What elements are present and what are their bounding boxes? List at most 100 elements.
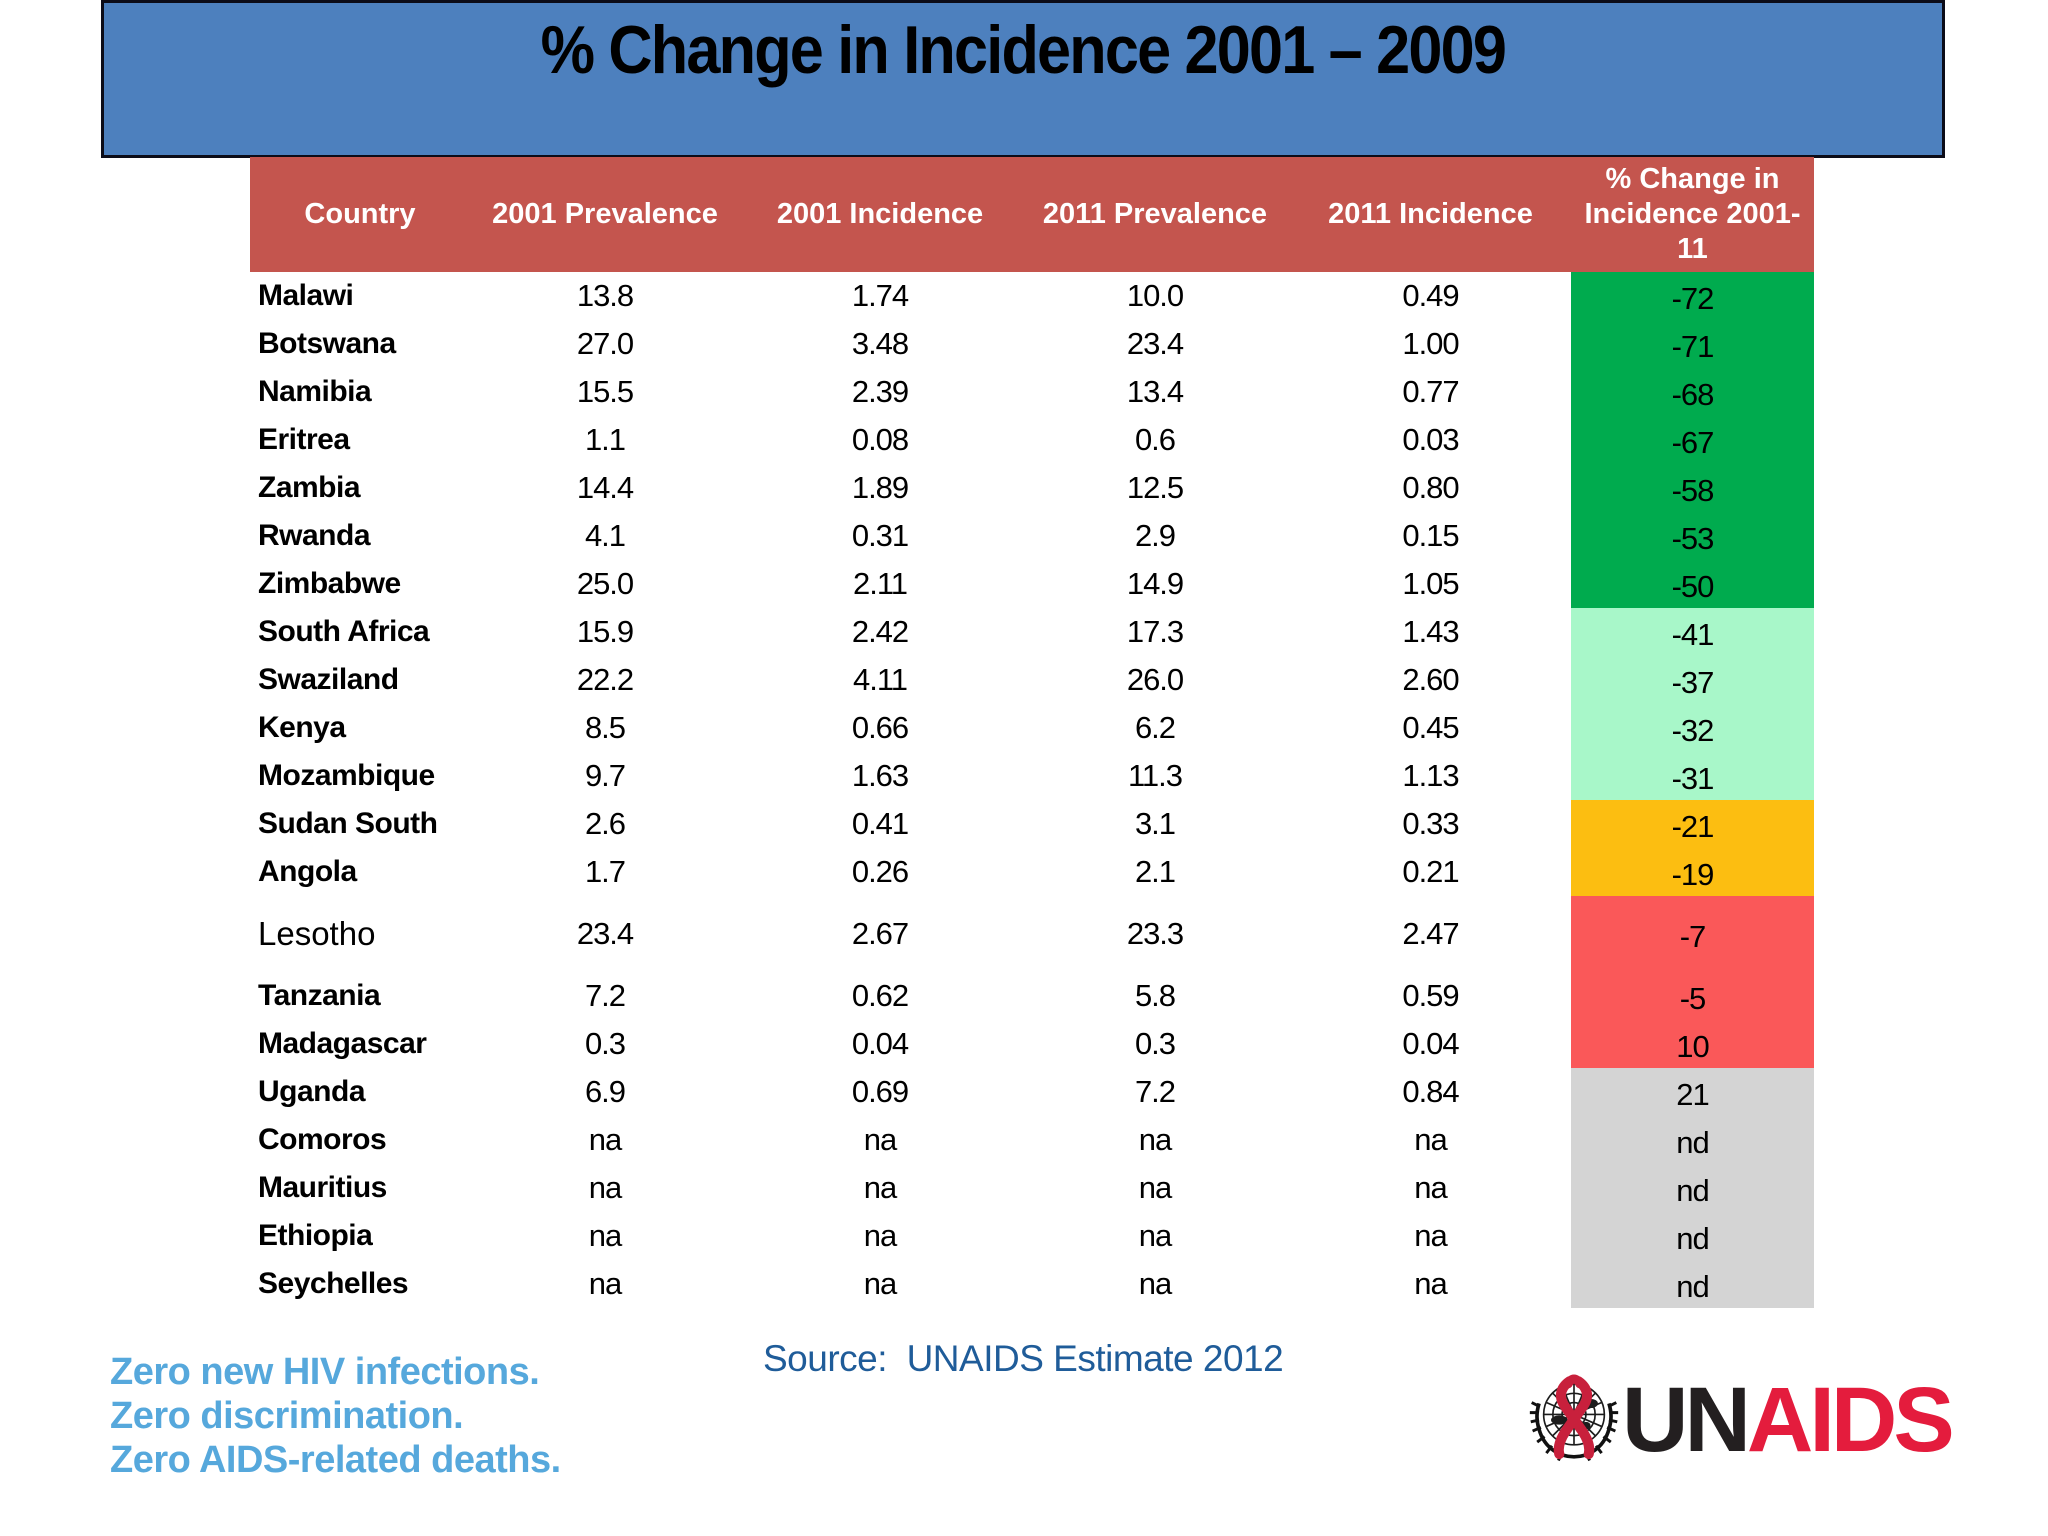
incidence-2011-cell: 0.21 bbox=[1402, 854, 1459, 889]
incidence-2011-cell: 0.15 bbox=[1402, 518, 1459, 553]
incidence-2001-cell: 0.69 bbox=[851, 1074, 909, 1109]
incidence-2001-cell: 2.42 bbox=[851, 614, 909, 649]
incidence-2001-cell: 1.89 bbox=[851, 470, 909, 505]
change-cell: nd bbox=[1571, 1164, 1814, 1212]
incidence-2011-cell: 0.49 bbox=[1402, 278, 1459, 313]
unaids-wordmark-aids: AIDS bbox=[1746, 1369, 1955, 1471]
prevalence-2011-cell: na bbox=[1138, 1218, 1172, 1253]
change-cell: -53 bbox=[1571, 512, 1814, 560]
incidence-2001-cell: 0.41 bbox=[851, 806, 909, 841]
prevalence-2011-cell: 13.4 bbox=[1126, 374, 1184, 409]
prevalence-2011-cell: 3.1 bbox=[1134, 806, 1176, 841]
country-cell: South Africa bbox=[258, 615, 430, 648]
table-row: Zambia 14.4 1.89 12.5 0.80 -58 bbox=[250, 464, 1814, 512]
table-header-row: Country 2001 Prevalence 2001 Incidence 2… bbox=[250, 157, 1814, 272]
country-cell: Swaziland bbox=[258, 663, 399, 696]
prevalence-2001-cell: 2.6 bbox=[584, 806, 626, 841]
change-cell: -67 bbox=[1571, 416, 1814, 464]
incidence-2011-cell: 0.77 bbox=[1402, 374, 1459, 409]
table-row: Malawi 13.8 1.74 10.0 0.49 -72 bbox=[250, 272, 1814, 320]
prevalence-2011-cell: 11.3 bbox=[1127, 758, 1183, 793]
tagline-line-3: Zero AIDS-related deaths. bbox=[110, 1439, 561, 1481]
prevalence-2001-cell: 6.9 bbox=[584, 1074, 626, 1109]
country-cell: Mozambique bbox=[258, 759, 435, 792]
prevalence-2011-cell: 10.0 bbox=[1126, 278, 1184, 313]
incidence-2001-cell: 2.67 bbox=[851, 916, 909, 951]
incidence-2011-cell: 0.84 bbox=[1402, 1074, 1459, 1109]
table-row: Lesotho 23.4 2.67 23.3 2.47 -7 bbox=[250, 896, 1814, 972]
incidence-2011-cell: 1.43 bbox=[1402, 614, 1459, 649]
incidence-2011-cell: 2.60 bbox=[1402, 662, 1459, 697]
change-cell: -41 bbox=[1571, 608, 1814, 656]
change-cell: -7 bbox=[1571, 896, 1814, 972]
country-cell: Comoros bbox=[258, 1123, 387, 1156]
country-cell: Ethiopia bbox=[258, 1219, 373, 1252]
country-cell: Sudan South bbox=[258, 807, 438, 840]
country-cell: Kenya bbox=[258, 711, 346, 744]
prevalence-2011-cell: na bbox=[1138, 1266, 1172, 1301]
prevalence-2001-cell: 7.2 bbox=[584, 978, 626, 1013]
column-header-country: Country bbox=[304, 198, 416, 231]
change-cell: -50 bbox=[1571, 560, 1814, 608]
prevalence-2001-cell: 0.3 bbox=[584, 1026, 626, 1061]
change-cell: -71 bbox=[1571, 320, 1814, 368]
country-cell: Zambia bbox=[258, 471, 361, 504]
prevalence-2001-cell: 22.2 bbox=[576, 662, 634, 697]
unaids-wordmark-un: UN bbox=[1622, 1369, 1751, 1471]
prevalence-2011-cell: 23.4 bbox=[1126, 326, 1184, 361]
title-bar: % Change in Incidence 2001 – 2009 bbox=[101, 0, 1945, 158]
prevalence-2001-cell: 1.7 bbox=[584, 854, 626, 889]
incidence-2011-cell: na bbox=[1414, 1266, 1447, 1301]
country-cell: Seychelles bbox=[258, 1267, 409, 1300]
prevalence-2011-cell: na bbox=[1138, 1170, 1172, 1205]
country-cell: Mauritius bbox=[258, 1171, 387, 1204]
incidence-2001-cell: 3.48 bbox=[851, 326, 909, 361]
table-row: Swaziland 22.2 4.11 26.0 2.60 -37 bbox=[250, 656, 1814, 704]
table-row: Mozambique 9.7 1.63 11.3 1.13 -31 bbox=[250, 752, 1814, 800]
prevalence-2001-cell: 27.0 bbox=[576, 326, 634, 361]
change-cell: -58 bbox=[1571, 464, 1814, 512]
table-row: Zimbabwe 25.0 2.11 14.9 1.05 -50 bbox=[250, 560, 1814, 608]
country-cell: Botswana bbox=[258, 327, 396, 360]
country-cell: Angola bbox=[258, 855, 357, 888]
prevalence-2001-cell: 15.5 bbox=[576, 374, 634, 409]
change-cell: -31 bbox=[1571, 752, 1814, 800]
prevalence-2011-cell: 6.2 bbox=[1134, 710, 1176, 745]
table-row: Angola 1.7 0.26 2.1 0.21 -19 bbox=[250, 848, 1814, 896]
table-body: Malawi 13.8 1.74 10.0 0.49 -72 Botswana 27.0 3.4… bbox=[250, 272, 1814, 1308]
prevalence-2011-cell: 17.3 bbox=[1126, 614, 1184, 649]
country-cell: Uganda bbox=[258, 1075, 366, 1108]
table-row: Eritrea 1.1 0.08 0.6 0.03 -67 bbox=[250, 416, 1814, 464]
source-note: Source: UNAIDS Estimate 2012 bbox=[763, 1338, 1284, 1379]
incidence-2001-cell: na bbox=[863, 1266, 897, 1301]
prevalence-2001-cell: na bbox=[588, 1122, 622, 1157]
table-row: Botswana 27.0 3.48 23.4 1.00 -71 bbox=[250, 320, 1814, 368]
prevalence-2001-cell: na bbox=[588, 1218, 622, 1253]
change-cell: nd bbox=[1571, 1260, 1814, 1308]
incidence-2011-cell: 1.00 bbox=[1402, 326, 1459, 361]
change-cell: -68 bbox=[1571, 368, 1814, 416]
incidence-2011-cell: 1.13 bbox=[1402, 758, 1459, 793]
column-header-2011-prevalence: 2011 Prevalence bbox=[1042, 198, 1268, 231]
un-emblem-ribbon-icon bbox=[1529, 1374, 1619, 1462]
unaids-wordmark: UNAIDS bbox=[1622, 1369, 1955, 1471]
incidence-2001-cell: 1.74 bbox=[851, 278, 909, 313]
prevalence-2011-cell: 2.1 bbox=[1134, 854, 1176, 889]
prevalence-2001-cell: 8.5 bbox=[584, 710, 626, 745]
incidence-2011-cell: 1.05 bbox=[1402, 566, 1459, 601]
incidence-2001-cell: 0.26 bbox=[851, 854, 909, 889]
change-cell: -32 bbox=[1571, 704, 1814, 752]
incidence-2001-cell: 2.39 bbox=[851, 374, 909, 409]
prevalence-2001-cell: 1.1 bbox=[584, 422, 626, 457]
table-row: Ethiopia na na na na nd bbox=[250, 1212, 1814, 1260]
prevalence-2001-cell: 4.1 bbox=[584, 518, 626, 553]
tagline: Zero new HIV infections. Zero discrimina… bbox=[110, 1350, 561, 1482]
change-cell: nd bbox=[1571, 1116, 1814, 1164]
incidence-2011-cell: 0.45 bbox=[1402, 710, 1459, 745]
tagline-line-1: Zero new HIV infections. bbox=[110, 1351, 540, 1393]
prevalence-2011-cell: 12.5 bbox=[1126, 470, 1184, 505]
incidence-2011-cell: 0.03 bbox=[1402, 422, 1459, 457]
table-row: Namibia 15.5 2.39 13.4 0.77 -68 bbox=[250, 368, 1814, 416]
column-header-2011-incidence: 2011 Incidence bbox=[1328, 198, 1533, 231]
prevalence-2001-cell: 25.0 bbox=[576, 566, 634, 601]
